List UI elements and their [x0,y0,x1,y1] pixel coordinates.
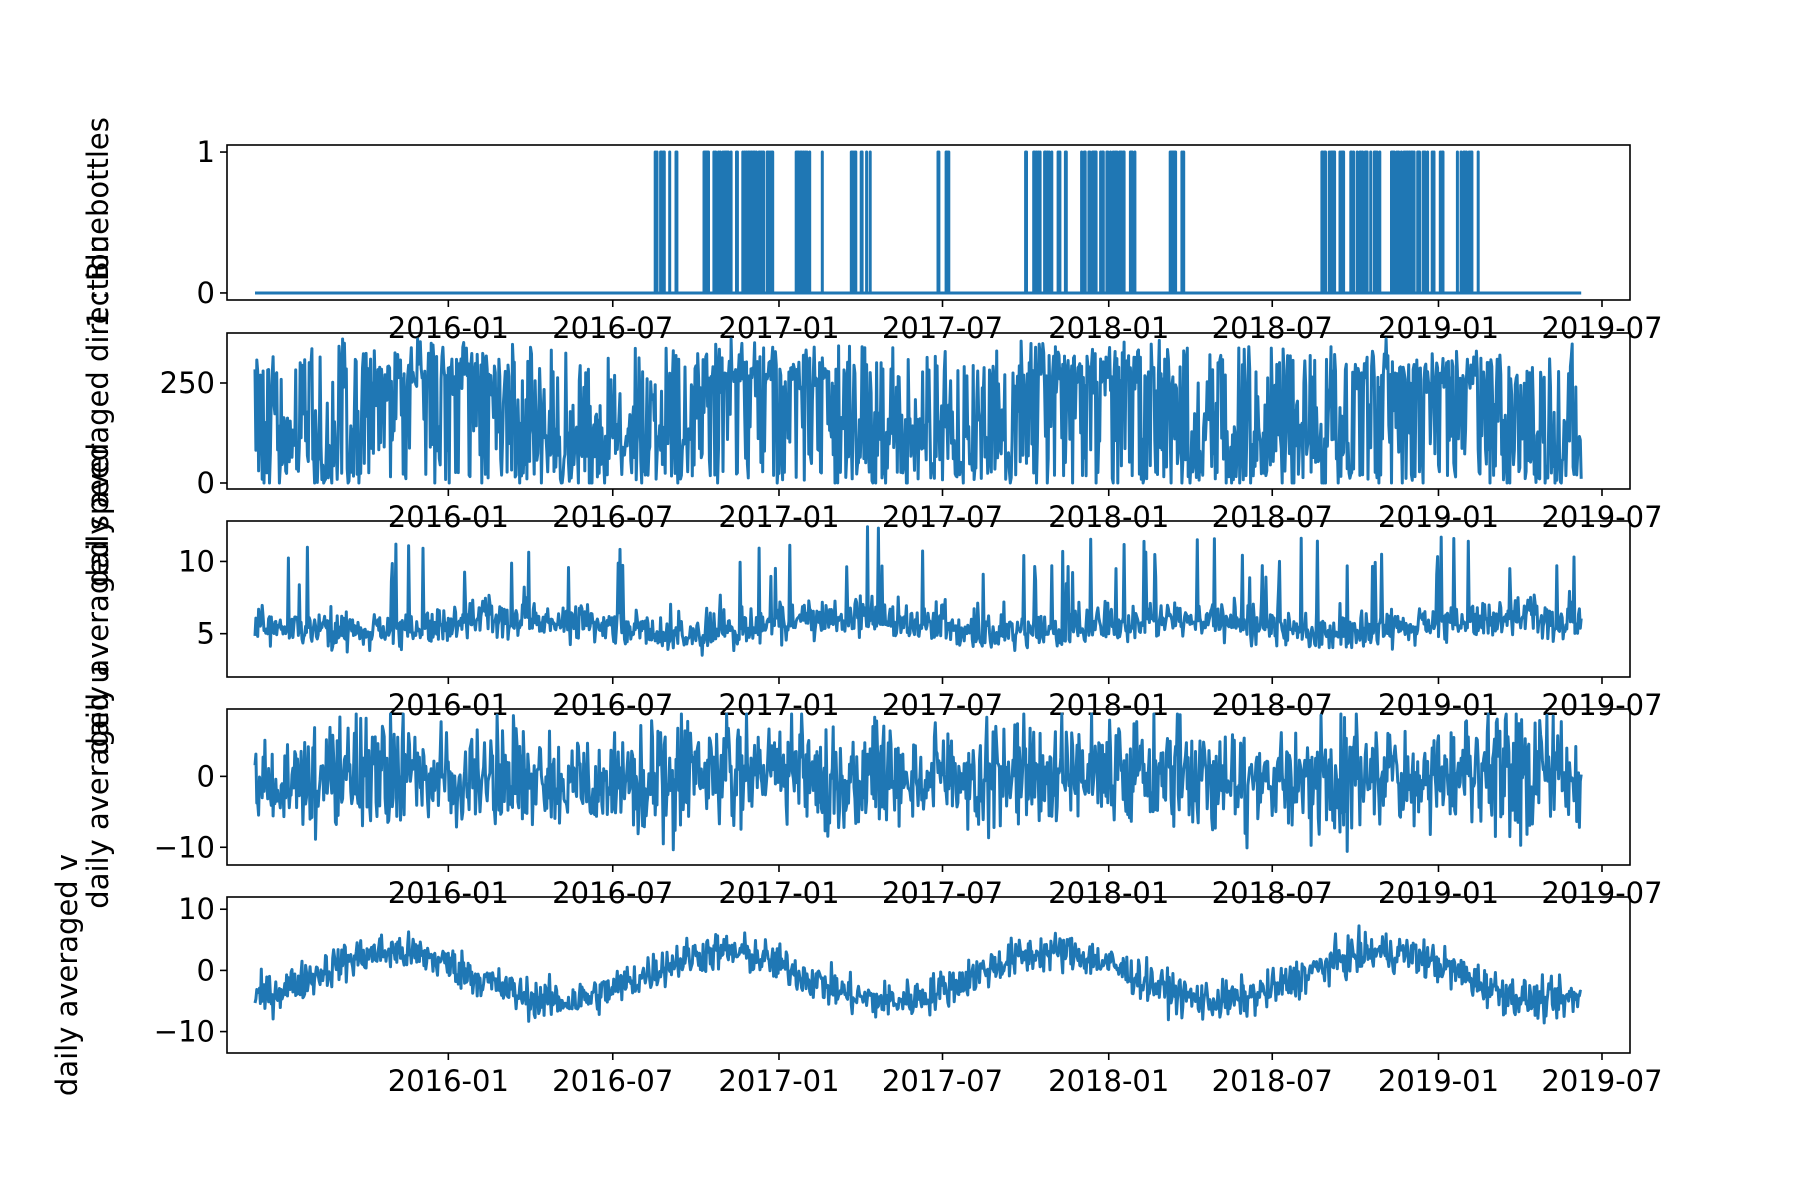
axes-frame [226,708,1631,866]
x-tick-label: 2016-07 [552,311,673,345]
y-axis-label: daily averaged v [50,854,84,1096]
x-tick-label: 2018-07 [1212,500,1333,534]
x-tick-label: 2017-01 [718,311,839,345]
y-tick-label: 0 [197,759,215,793]
series-line-3 [253,525,1583,657]
x-tick-label: 2019-07 [1541,311,1662,345]
axes-frame [226,520,1631,678]
x-tick-label: 2019-07 [1541,688,1662,722]
y-tick-label: −10 [154,830,215,864]
x-tick-label: 2016-07 [552,876,673,910]
series-line-1 [255,150,1582,295]
axes-frame [226,896,1631,1054]
y-tick-label: 5 [197,617,215,651]
x-tick-label: 2018-01 [1048,876,1169,910]
subplot-5: −10 0 10 2016-01 2016-07 2017-01 2017-07 2018-0… [50,854,1663,1098]
x-tick-label: 2016-01 [388,500,509,534]
series-line-5 [253,924,1583,1025]
x-tick-label: 2019-01 [1378,1064,1499,1098]
y-tick-label: 0 [197,276,215,310]
y-tick-label: 1 [197,135,215,169]
x-tick-label: 2016-01 [388,876,509,910]
y-axis-label: daily averaged direction [81,235,115,587]
x-tick-label: 2017-01 [718,1064,839,1098]
x-tick-label: 2017-07 [882,876,1003,910]
y-axis-label: daily averaged speed [81,443,115,756]
x-tick-label: 2017-01 [718,876,839,910]
x-tick-label: 2017-07 [882,688,1003,722]
x-tick-label: 2016-01 [388,688,509,722]
axes-frame [226,332,1631,490]
x-tick-label: 2016-07 [552,500,673,534]
x-tick-label: 2019-01 [1378,311,1499,345]
x-tick-label: 2018-01 [1048,311,1169,345]
y-axis-label: 1 : Bluebottles [81,117,115,328]
y-tick-label: −10 [154,1015,215,1049]
axes-frame [226,144,1631,301]
x-tick-label: 2017-07 [882,311,1003,345]
x-tick-label: 2018-07 [1212,1064,1333,1098]
x-tick-label: 2018-07 [1212,688,1333,722]
x-tick-label: 2019-07 [1541,500,1662,534]
x-tick-label: 2019-07 [1541,1064,1662,1098]
x-tick-label: 2016-01 [388,311,509,345]
subplot-2: 0 250 2016-01 2016-07 2017-01 2017-07 2018-01 2… [81,235,1663,587]
x-tick-label: 2017-01 [718,688,839,722]
x-tick-label: 2017-07 [882,1064,1003,1098]
y-tick-label: 10 [178,892,215,926]
x-tick-label: 2019-07 [1541,876,1662,910]
series-line-2 [253,337,1583,485]
x-tick-label: 2019-01 [1378,500,1499,534]
x-tick-label: 2018-07 [1212,876,1333,910]
x-tick-label: 2018-01 [1048,688,1169,722]
x-tick-label: 2016-01 [388,1064,509,1098]
x-tick-label: 2017-07 [882,500,1003,534]
subplot-4: −10 0 2016-01 2016-07 2017-01 2017-07 2018-01 2… [81,665,1663,910]
x-tick-label: 2019-01 [1378,876,1499,910]
y-tick-label: 0 [197,953,215,987]
x-tick-label: 2018-07 [1212,311,1333,345]
x-tick-label: 2018-01 [1048,500,1169,534]
y-tick-label: 250 [160,366,215,400]
x-tick-label: 2016-07 [552,688,673,722]
y-tick-label: 10 [178,544,215,578]
subplot-1: 0 1 2016-01 2016-07 2017-01 2017-07 2018-01 201… [81,117,1663,345]
x-tick-label: 2017-01 [718,500,839,534]
y-axis-label: daily averaged u [81,665,115,908]
x-tick-label: 2016-07 [552,1064,673,1098]
x-tick-label: 2018-01 [1048,1064,1169,1098]
y-tick-label: 0 [197,466,215,500]
series-line-4 [253,712,1583,853]
subplot-3: 5 10 2016-01 2016-07 2017-01 2017-07 2018-01 20… [81,443,1663,756]
x-tick-label: 2019-01 [1378,688,1499,722]
